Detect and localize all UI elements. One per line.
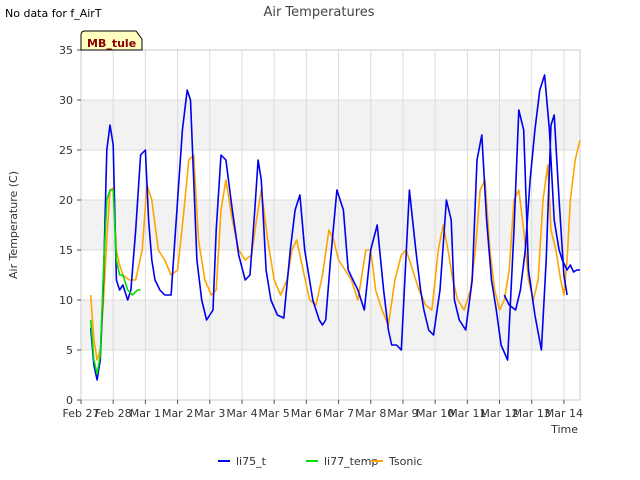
x-tick-label-12: Mar 11: [448, 407, 486, 420]
series-lines: [89, 74, 581, 381]
badge-shape: [80, 30, 143, 51]
series-line-li77_temp: [89, 189, 141, 375]
x-tick-label-5: Mar 4: [226, 407, 257, 420]
plot-area-frame: [80, 49, 581, 401]
y-tick-label-20: 20: [59, 194, 73, 207]
x-tick-label-3: Mar 2: [162, 407, 193, 420]
legend: li75_t li77_temp Tsonic: [218, 455, 422, 468]
y-tick-label-5: 5: [66, 344, 73, 357]
x-tick-label-8: Mar 7: [323, 407, 354, 420]
y-tick-label-25: 25: [59, 144, 73, 157]
badge-label: MB_tule: [87, 37, 136, 50]
x-tick-label-9: Mar 8: [355, 407, 386, 420]
y-tick-label-30: 30: [59, 94, 73, 107]
x-tick-label-0: Feb 27: [63, 407, 100, 420]
no-data-note: No data for f_AirT: [5, 7, 102, 20]
station-badge: MB_tule: [80, 30, 143, 51]
y-tick-label-15: 15: [59, 244, 73, 257]
x-tick-label-13: Mar 12: [480, 407, 518, 420]
legend-label-li75_t: li75_t: [236, 455, 267, 468]
x-tick-label-7: Mar 6: [291, 407, 322, 420]
y-tick-label-35: 35: [59, 44, 73, 57]
legend-label-Tsonic: Tsonic: [388, 455, 422, 468]
x-tick-label-1: Feb 28: [95, 407, 132, 420]
x-tick-label-15: Mar 14: [545, 407, 583, 420]
series-line-li75_t: [89, 89, 568, 381]
x-tick-label-11: Mar 10: [416, 407, 454, 420]
y-tick-label-0: 0: [66, 394, 73, 407]
band-15-20: [81, 200, 580, 250]
series-line-Tsonic: [89, 139, 581, 361]
x-tick-label-14: Mar 13: [513, 407, 551, 420]
chart-title: Air Temperatures: [263, 5, 374, 20]
legend-label-li77_temp: li77_temp: [324, 455, 378, 468]
x-axis-label: Time: [550, 423, 578, 436]
series-line-li75_t-end: [503, 74, 580, 311]
y-axis-ticks: 0 5 10 15 20 25 30 35: [59, 44, 81, 407]
y-axis-label: Air Temperature (C): [7, 171, 20, 279]
band-25-30: [81, 100, 580, 150]
x-tick-label-6: Mar 5: [259, 407, 290, 420]
y-tick-label-10: 10: [59, 294, 73, 307]
background-bands: [81, 100, 580, 350]
x-tick-label-10: Mar 9: [387, 407, 418, 420]
band-5-10: [81, 300, 580, 350]
x-tick-label-2: Mar 1: [130, 407, 161, 420]
x-tick-label-4: Mar 3: [194, 407, 225, 420]
